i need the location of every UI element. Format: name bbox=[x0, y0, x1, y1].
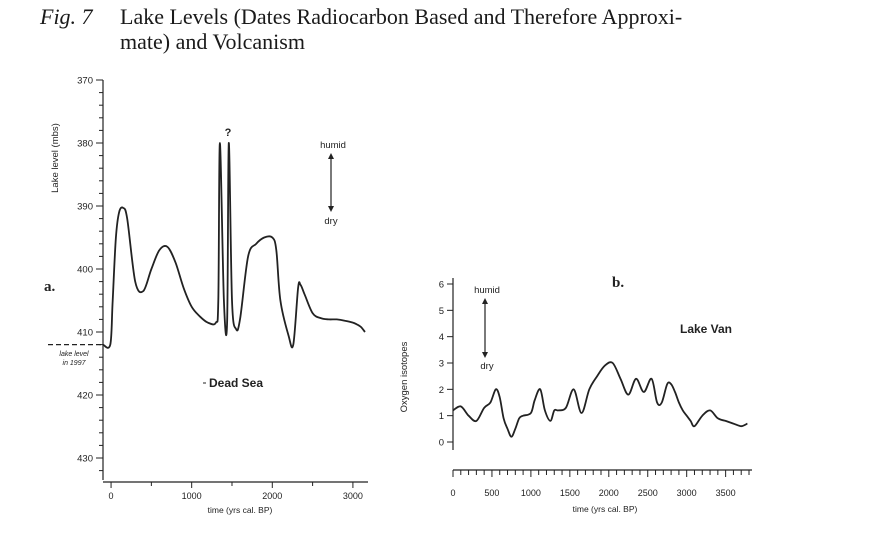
panel-a-label: a. bbox=[44, 279, 56, 295]
panel-b-y-tick-label: 4 bbox=[439, 332, 444, 343]
panel-a-y-tick-label: 380 bbox=[77, 139, 93, 150]
panel-a-arrow-head-down bbox=[328, 206, 334, 212]
panel-a-y-tick-label: 430 bbox=[77, 454, 93, 465]
panel-b-x-tick-label: 3500 bbox=[716, 488, 736, 498]
panel-b-dry-label: dry bbox=[480, 361, 493, 372]
panel-a-x-tick-label: 2000 bbox=[262, 491, 282, 501]
panel-b-series-line bbox=[452, 361, 748, 438]
panel-a-dry-label: dry bbox=[324, 216, 337, 227]
panel-a-x-tick-label: 3000 bbox=[343, 491, 363, 501]
panel-b-y-tick-label: 2 bbox=[439, 385, 444, 396]
panel-b-label: b. bbox=[612, 275, 624, 291]
panel-b-x-tick-label: 2000 bbox=[599, 488, 619, 498]
figure-caption: Fig. 7 Lake Levels (Dates Radiocarbon Bas… bbox=[40, 4, 800, 54]
panel-a-x-tick-label: 0 bbox=[109, 491, 114, 501]
panel-a-y-axis-label: Lake level (mbs) bbox=[50, 123, 61, 193]
panel-b-arrow-head-down bbox=[482, 352, 488, 358]
panel-a-reference-label-line2: in 1997 bbox=[63, 360, 87, 367]
panel-b-y-tick-label: 6 bbox=[439, 280, 444, 291]
figure-label: Fig. 7 bbox=[40, 4, 93, 29]
panel-b-humid-label: humid bbox=[474, 285, 500, 296]
panel-b-arrow-head-up bbox=[482, 298, 488, 304]
panel-a-humid-label: humid bbox=[320, 140, 346, 151]
figure-title-line2: mate) and Volcanism bbox=[120, 29, 305, 54]
panel-a-y-tick-label: 400 bbox=[77, 265, 93, 276]
panel-b-y-axis-label: Oxygen isotopes bbox=[399, 341, 410, 412]
panel-a-series-line bbox=[102, 142, 366, 349]
panel-b-x-tick-label: 0 bbox=[450, 488, 455, 498]
panel-a-y-tick-label: 420 bbox=[77, 391, 93, 402]
panel-a-x-axis-label: time (yrs cal. BP) bbox=[208, 505, 273, 515]
panel-b-x-tick-label: 3000 bbox=[677, 488, 697, 498]
panel-b-series-name: Lake Van bbox=[680, 322, 732, 336]
panel-b-x-tick-label: 500 bbox=[484, 488, 499, 498]
panel-b-y-tick-label: 5 bbox=[439, 306, 444, 317]
panel-b-y-tick-label: 0 bbox=[439, 438, 444, 449]
panel-b-x-axis-label: time (yrs cal. BP) bbox=[573, 504, 638, 514]
panel-a-y-tick-label: 410 bbox=[77, 328, 93, 339]
panel-a-arrow-head-up bbox=[328, 153, 334, 159]
panel-b-x-tick-label: 2500 bbox=[638, 488, 658, 498]
panel-b-x-tick-label: 1500 bbox=[560, 488, 580, 498]
panel-a-reference-label-line1: lake level bbox=[59, 351, 89, 358]
panel-a-y-tick-label: 370 bbox=[77, 76, 93, 87]
panel-a-series-name: Dead Sea bbox=[209, 376, 263, 390]
panel-a-question-mark: ? bbox=[225, 127, 232, 139]
figure-title-line1: Lake Levels (Dates Radiocarbon Based and… bbox=[120, 4, 683, 29]
panel-b-y-tick-label: 1 bbox=[439, 411, 444, 422]
panel-b-x-tick-label: 1000 bbox=[521, 488, 541, 498]
panel-a-x-tick-label: 1000 bbox=[182, 491, 202, 501]
panel-a-y-tick-label: 390 bbox=[77, 202, 93, 213]
panel-b-y-tick-label: 3 bbox=[439, 359, 444, 370]
